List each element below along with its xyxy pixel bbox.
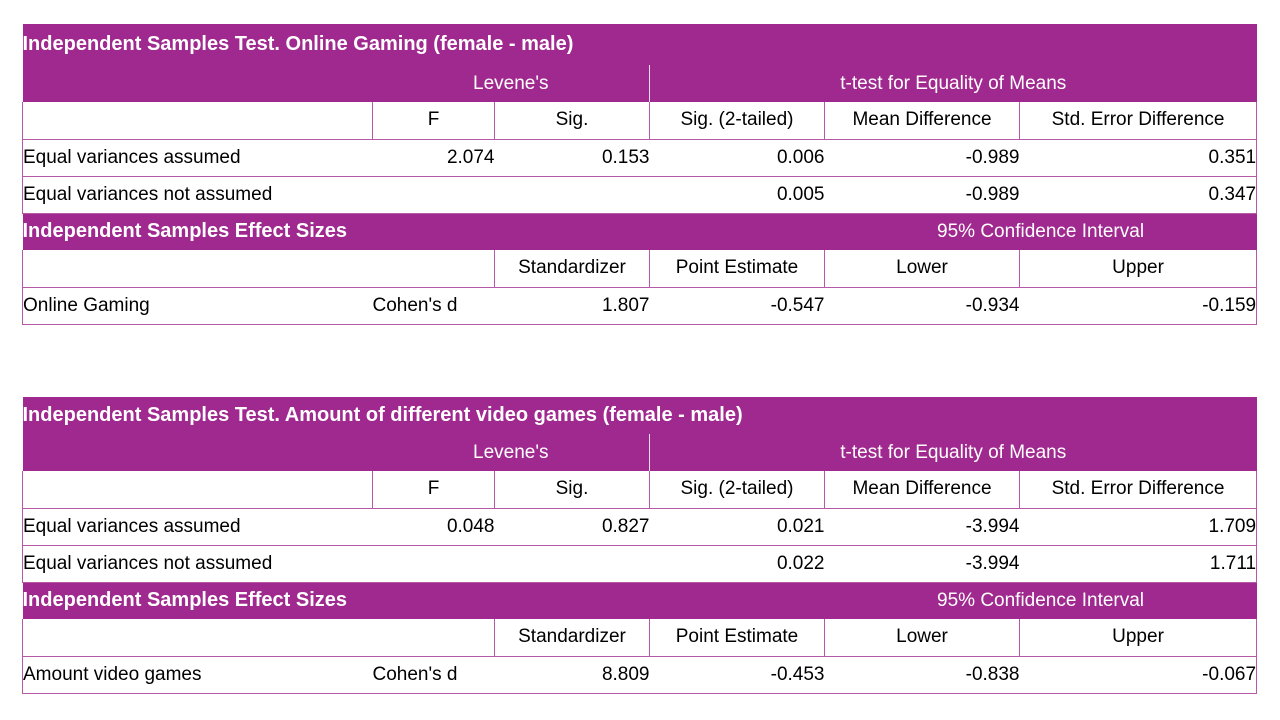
cell-sig xyxy=(494,176,650,214)
table-row: Amount video games Cohen's d 8.809 -0.45… xyxy=(22,656,1258,694)
cell-measure: Cohen's d xyxy=(372,656,495,694)
ttest-group-header: t-test for Equality of Means xyxy=(648,434,1257,471)
column-header: Sig. (2-tailed) xyxy=(649,471,825,509)
column-header: Lower xyxy=(824,619,1020,657)
cell-lower: -0.838 xyxy=(824,656,1020,694)
cell-point-estimate: -0.453 xyxy=(649,656,825,694)
table-row: Equal variances assumed 2.074 0.153 0.00… xyxy=(22,139,1258,177)
cell-standardizer: 1.807 xyxy=(494,287,650,325)
column-header: Lower xyxy=(824,250,1020,288)
cell-lower: -0.934 xyxy=(824,287,1020,325)
table-row: Equal variances assumed 0.048 0.827 0.02… xyxy=(22,508,1258,546)
levene-group-header: Levene's xyxy=(22,434,650,471)
column-header: Sig. xyxy=(494,102,650,140)
effect-sizes-title: Independent Samples Effect Sizes xyxy=(22,213,825,250)
effect-sizes-title: Independent Samples Effect Sizes xyxy=(22,582,825,619)
cell-f xyxy=(372,176,495,214)
column-header: Mean Difference xyxy=(824,471,1020,509)
independent-samples-test-table-2: Independent Samples Test. Amount of diff… xyxy=(22,397,1258,694)
cell-standardizer: 8.809 xyxy=(494,656,650,694)
row-label: Equal variances not assumed xyxy=(22,545,373,583)
cell-f: 2.074 xyxy=(372,139,495,177)
cell-std-error-difference: 1.709 xyxy=(1019,508,1258,546)
column-header-row: F Sig. Sig. (2-tailed) Mean Difference S… xyxy=(22,102,1258,140)
row-label: Equal variances not assumed xyxy=(22,176,373,214)
column-header: Mean Difference xyxy=(824,102,1020,140)
column-header: Std. Error Difference xyxy=(1018,471,1258,509)
cell-std-error-difference: 0.351 xyxy=(1019,139,1258,177)
column-header: Standardizer xyxy=(494,619,650,657)
independent-samples-test-table-1: Independent Samples Test. Online Gaming … xyxy=(22,24,1258,325)
cell-sig xyxy=(494,545,650,583)
cell-sig: 0.827 xyxy=(494,508,650,546)
ttest-group-header: t-test for Equality of Means xyxy=(648,65,1257,102)
table-row: Equal variances not assumed 0.005 -0.989… xyxy=(22,176,1258,214)
table-title: Independent Samples Test. Amount of diff… xyxy=(22,397,1257,434)
cell-sig-2-tailed: 0.006 xyxy=(649,139,825,177)
row-label: Online Gaming xyxy=(22,287,373,325)
cell-std-error-difference: 0.347 xyxy=(1019,176,1258,214)
column-header: Std. Error Difference xyxy=(1018,102,1258,140)
cell-upper: -0.159 xyxy=(1019,287,1258,325)
levene-group-header: Levene's xyxy=(22,65,650,102)
cell-sig-2-tailed: 0.021 xyxy=(649,508,825,546)
table-title: Independent Samples Test. Online Gaming … xyxy=(22,24,1257,65)
ci-header: 95% Confidence Interval xyxy=(824,582,1257,619)
column-header: Sig. (2-tailed) xyxy=(649,102,825,140)
table-row: Equal variances not assumed 0.022 -3.994… xyxy=(22,545,1258,583)
cell-sig-2-tailed: 0.005 xyxy=(649,176,825,214)
cell-sig-2-tailed: 0.022 xyxy=(649,545,825,583)
row-label: Amount video games xyxy=(22,656,373,694)
cell-mean-difference: -3.994 xyxy=(824,545,1020,583)
table-row: Online Gaming Cohen's d 1.807 -0.547 -0.… xyxy=(22,287,1258,325)
effect-column-header-row: Standardizer Point Estimate Lower Upper xyxy=(22,250,1258,288)
column-header: Point Estimate xyxy=(649,250,825,288)
column-header: Point Estimate xyxy=(649,619,825,657)
column-header-row: F Sig. Sig. (2-tailed) Mean Difference S… xyxy=(22,471,1258,509)
cell-upper: -0.067 xyxy=(1019,656,1258,694)
cell-mean-difference: -0.989 xyxy=(824,176,1020,214)
effect-column-header-row: Standardizer Point Estimate Lower Upper xyxy=(22,619,1258,657)
cell-f xyxy=(372,545,495,583)
column-header: Upper xyxy=(1018,250,1258,288)
cell-f: 0.048 xyxy=(372,508,495,546)
cell-mean-difference: -3.994 xyxy=(824,508,1020,546)
cell-sig: 0.153 xyxy=(494,139,650,177)
cell-mean-difference: -0.989 xyxy=(824,139,1020,177)
cell-measure: Cohen's d xyxy=(372,287,495,325)
cell-point-estimate: -0.547 xyxy=(649,287,825,325)
row-label: Equal variances assumed xyxy=(22,139,373,177)
cell-std-error-difference: 1.711 xyxy=(1019,545,1258,583)
column-header: F xyxy=(372,471,495,509)
row-label: Equal variances assumed xyxy=(22,508,373,546)
column-header: F xyxy=(372,102,495,140)
ci-header: 95% Confidence Interval xyxy=(824,213,1257,250)
column-header: Standardizer xyxy=(494,250,650,288)
column-header: Sig. xyxy=(494,471,650,509)
column-header: Upper xyxy=(1018,619,1258,657)
